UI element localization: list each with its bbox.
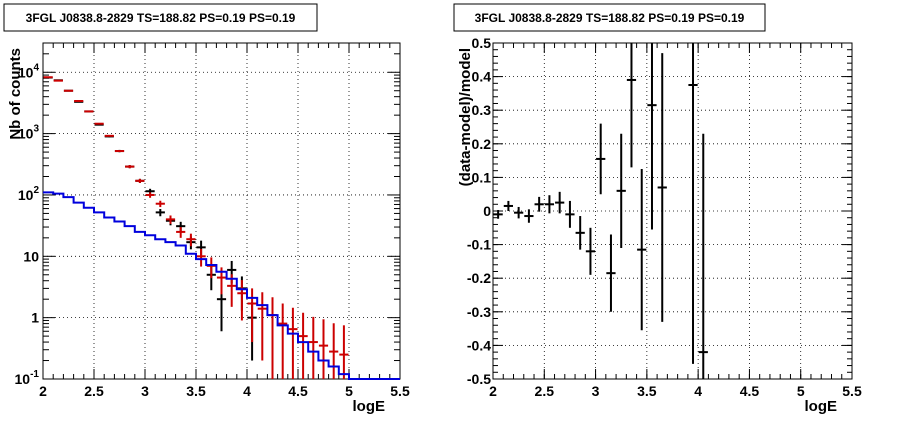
y-tick-label: -0.3: [467, 304, 491, 320]
data-point: [288, 307, 298, 379]
y-tick-label: 10-1: [15, 369, 40, 387]
x-tick-label: 2.5: [84, 383, 104, 399]
data-point: [155, 209, 165, 217]
x-tick-label: 3.5: [186, 383, 206, 399]
data-point: [278, 303, 288, 379]
y-tick-label: 0.5: [472, 35, 492, 51]
data-point: [637, 169, 647, 331]
series-1: [493, 43, 708, 379]
x-tick-label: 2: [39, 383, 47, 399]
y-axis-label: (data-model)/model: [457, 48, 474, 186]
data-point: [575, 216, 585, 250]
data-point: [176, 227, 186, 238]
x-tick-label: 4: [694, 383, 702, 399]
y-tick-label: 0.3: [472, 102, 492, 118]
data-point: [555, 191, 565, 214]
data-point: [339, 325, 349, 379]
y-tick-label: 0.1: [472, 169, 492, 185]
y-tick-label: -0.4: [467, 337, 491, 353]
data-point: [534, 196, 544, 212]
series-2: [43, 76, 349, 379]
x-tick-label: 5.5: [390, 383, 410, 399]
data-point: [544, 195, 555, 214]
data-point: [155, 200, 165, 208]
data-point: [329, 323, 339, 379]
data-point: [308, 316, 318, 379]
x-axis-label: logE: [805, 398, 838, 415]
data-point: [125, 165, 135, 169]
data-point: [165, 215, 176, 224]
data-point: [524, 209, 534, 223]
data-point: [657, 53, 667, 322]
data-point: [626, 43, 637, 168]
data-point: [688, 43, 698, 364]
data-point: [145, 192, 155, 198]
x-tick-label: 3: [592, 383, 600, 399]
data-point: [237, 280, 247, 321]
y-tick-label: -0.2: [467, 270, 491, 286]
data-point: [493, 209, 503, 219]
x-tick-label: 4.5: [740, 383, 760, 399]
y-tick-label: 104: [18, 62, 40, 80]
data-point: [565, 200, 575, 228]
plot-frame: [42, 42, 401, 380]
data-point: [616, 133, 626, 248]
panel-1: 3FGL J0838.8-2829 TS=188.82 PS=0.19 PS=0…: [3, 3, 410, 415]
x-tick-label: 4.5: [288, 383, 308, 399]
data-point: [503, 200, 514, 211]
data-point: [596, 123, 606, 195]
x-tick-label: 5: [345, 383, 353, 399]
x-tick-label: 3: [141, 383, 149, 399]
data-point: [298, 312, 308, 379]
x-tick-label: 4: [243, 383, 251, 399]
x-tick-label: 5: [797, 383, 805, 399]
data-point: [186, 233, 196, 247]
x-tick-label: 2: [489, 383, 497, 399]
data-point: [196, 248, 206, 267]
y-tick-label: 103: [18, 124, 40, 142]
data-point: [267, 297, 278, 379]
y-tick-label: 0.2: [472, 136, 492, 152]
chart-title-box: [453, 3, 766, 32]
x-tick-label: 5.5: [842, 383, 862, 399]
data-point: [318, 319, 329, 379]
panel-2: 3FGL J0838.8-2829 TS=188.82 PS=0.19 PS=0…: [453, 3, 862, 415]
y-tick-label: 0.4: [472, 69, 492, 85]
model-step-line: [43, 191, 400, 380]
data-point: [698, 133, 708, 379]
x-tick-label: 2.5: [535, 383, 555, 399]
chart-title: 3FGL J0838.8-2829 TS=188.82 PS=0.19 PS=0…: [475, 11, 745, 25]
y-tick-label: -0.1: [467, 237, 491, 253]
data-point: [257, 292, 267, 361]
y-axis-label: Nb of counts: [7, 48, 24, 140]
series-3: [43, 191, 400, 380]
y-tick-label: -0.5: [467, 371, 491, 387]
data-point: [135, 178, 145, 183]
y-tick-label: 1: [31, 310, 39, 326]
data-point: [247, 288, 257, 343]
y-tick-label: 102: [18, 185, 40, 203]
x-tick-label: 3.5: [637, 383, 657, 399]
data-point: [647, 43, 657, 230]
y-tick-label: 0: [483, 203, 491, 219]
chart-title: 3FGL J0838.8-2829 TS=188.82 PS=0.19 PS=0…: [26, 11, 296, 25]
x-axis-label: logE: [353, 398, 386, 415]
chart-title-box: [3, 3, 318, 32]
data-point: [606, 234, 616, 312]
data-point: [585, 227, 596, 275]
data-point: [514, 206, 524, 219]
plot-frame: [492, 42, 853, 380]
y-tick-label: 10: [23, 248, 39, 264]
